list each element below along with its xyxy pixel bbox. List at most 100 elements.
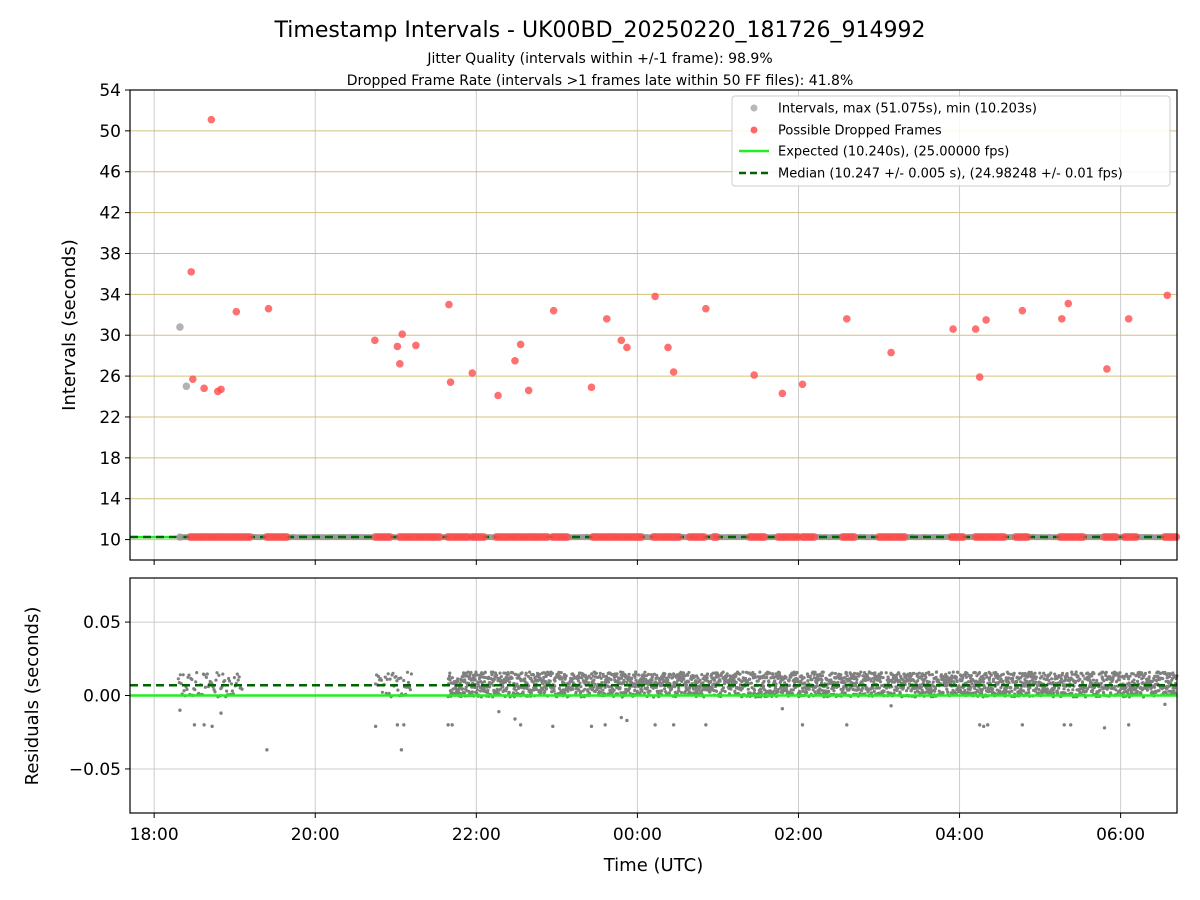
residual-point xyxy=(734,674,738,678)
residual-point xyxy=(1132,678,1136,682)
residual-point xyxy=(973,686,977,691)
residual-point xyxy=(878,680,883,684)
residual-point xyxy=(985,675,989,679)
residual-point xyxy=(587,674,591,678)
residual-point xyxy=(854,675,858,679)
residual-point xyxy=(873,671,877,675)
residual-point xyxy=(778,673,782,677)
residual-point xyxy=(217,673,221,678)
residual-point xyxy=(725,672,729,676)
residual-point xyxy=(237,675,241,679)
residual-point xyxy=(654,680,658,684)
residual-point xyxy=(756,679,760,683)
residual-point xyxy=(456,679,460,684)
residual-point xyxy=(774,682,778,686)
residual-point xyxy=(964,675,969,679)
residual-point xyxy=(658,681,663,685)
residual-point xyxy=(663,687,667,691)
residual-point xyxy=(446,723,450,727)
residual-point xyxy=(789,675,793,679)
residual-point xyxy=(641,681,645,685)
dropped-frame-point xyxy=(543,533,552,542)
residual-point xyxy=(482,680,487,684)
residual-point xyxy=(666,678,670,682)
dropped-frame-point xyxy=(850,533,858,542)
residual-point xyxy=(800,674,804,678)
residual-point xyxy=(681,671,686,675)
residual-point xyxy=(562,681,566,685)
residual-point xyxy=(577,676,581,680)
residual-point xyxy=(456,677,460,681)
residual-point xyxy=(221,672,225,676)
residual-point xyxy=(642,675,646,679)
residual-point xyxy=(773,679,777,683)
residual-point xyxy=(576,679,581,683)
residual-point xyxy=(373,724,378,729)
residual-point xyxy=(820,674,825,678)
residual-point xyxy=(1001,679,1005,684)
residual-point xyxy=(1023,677,1027,682)
residual-point xyxy=(933,687,938,691)
dropped-frame-point xyxy=(623,343,631,352)
residual-point xyxy=(566,689,570,693)
residual-point xyxy=(399,676,403,680)
residual-point xyxy=(949,678,953,683)
residual-point xyxy=(1068,723,1073,727)
residual-point xyxy=(783,681,787,685)
residual-point xyxy=(615,672,619,676)
residual-point xyxy=(601,688,605,692)
residual-point xyxy=(1173,691,1177,695)
top-y-tick-label: 30 xyxy=(99,326,121,346)
residual-point xyxy=(1167,689,1171,693)
residual-point xyxy=(857,673,862,677)
residual-point xyxy=(787,683,792,688)
residual-point xyxy=(762,684,766,688)
residual-point xyxy=(528,670,532,674)
legend-marker-intervals xyxy=(750,104,758,112)
residual-point xyxy=(901,686,906,690)
residual-point xyxy=(827,690,831,694)
residual-point xyxy=(688,691,693,695)
residual-point xyxy=(935,670,939,674)
residual-point xyxy=(1136,679,1140,684)
residual-point xyxy=(1164,679,1168,684)
residual-point xyxy=(402,723,406,727)
residual-point xyxy=(1079,691,1083,695)
residual-point xyxy=(1125,674,1129,678)
residual-point xyxy=(784,675,788,680)
residual-point xyxy=(718,679,722,683)
interval-point xyxy=(176,533,184,541)
residual-point xyxy=(1006,672,1011,676)
residual-point xyxy=(1076,675,1080,679)
dropped-frame-point xyxy=(207,115,216,124)
residual-point xyxy=(648,689,652,693)
residual-point xyxy=(1059,677,1064,681)
residual-point xyxy=(495,673,499,678)
residual-point xyxy=(193,688,197,692)
residual-point xyxy=(945,683,949,687)
residual-point xyxy=(1025,679,1029,684)
dropped-frame-point xyxy=(217,385,225,394)
residual-point xyxy=(473,678,477,682)
residual-point xyxy=(460,687,465,691)
residual-point xyxy=(586,681,591,685)
top-y-tick-label: 50 xyxy=(99,122,121,142)
residual-point xyxy=(405,670,410,674)
residual-point xyxy=(653,723,657,727)
residual-point xyxy=(499,675,503,679)
residual-point xyxy=(791,688,796,692)
residual-point xyxy=(1066,688,1070,692)
residual-point xyxy=(792,670,796,674)
residual-point xyxy=(1126,723,1131,727)
bottom-y-axis-label: Residuals (seconds) xyxy=(22,607,43,786)
residual-point xyxy=(860,686,865,690)
residual-point xyxy=(190,677,194,682)
residual-point xyxy=(927,670,931,674)
residual-point xyxy=(944,672,948,676)
residual-point xyxy=(235,672,239,676)
residual-point xyxy=(1114,688,1118,692)
dropped-frame-point xyxy=(562,533,571,542)
residual-point xyxy=(469,670,473,675)
residual-point xyxy=(505,686,509,690)
residual-point xyxy=(489,681,493,686)
